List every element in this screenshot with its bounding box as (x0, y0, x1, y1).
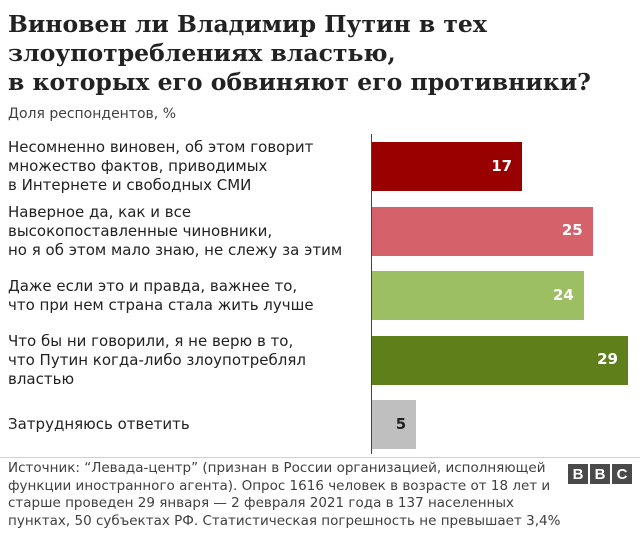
chart-subtitle: Доля респондентов, % (8, 106, 177, 122)
source-note: Источник: “Левада-центр” (признан в Росс… (8, 460, 561, 529)
category-label: Даже если это и правда, важнее то, что п… (8, 276, 314, 314)
axis-line (371, 134, 372, 454)
bar-value-label: 25 (561, 221, 583, 239)
bar (372, 206, 593, 256)
footer-divider (0, 457, 640, 458)
bar-chart: Несомненно виновен, об этом говорит множ… (0, 128, 640, 458)
bar (372, 142, 523, 191)
category-label: Несомненно виновен, об этом говорит множ… (8, 138, 314, 194)
bar (372, 400, 417, 449)
bar (372, 335, 628, 385)
category-label: Затрудняюсь ответить (8, 415, 190, 433)
chart-title: Виновен ли Владимир Путин в тех злоупотр… (8, 10, 591, 96)
bar-value-label: 29 (597, 350, 618, 368)
bar (372, 271, 584, 320)
category-label: Что бы ни говорили, я не верю в то, что … (8, 331, 306, 388)
category-label: Наверное да, как и все высокопоставленны… (8, 202, 343, 259)
bar-value-label: 24 (552, 285, 574, 304)
bbc-logo-letter: B (590, 464, 610, 484)
bbc-logo-letter: C (612, 464, 632, 484)
bar-value-label: 17 (491, 156, 513, 175)
bar-value-label: 5 (395, 414, 407, 433)
bbc-logo-letter: B (568, 464, 588, 484)
bbc-logo: B B C (568, 464, 632, 484)
